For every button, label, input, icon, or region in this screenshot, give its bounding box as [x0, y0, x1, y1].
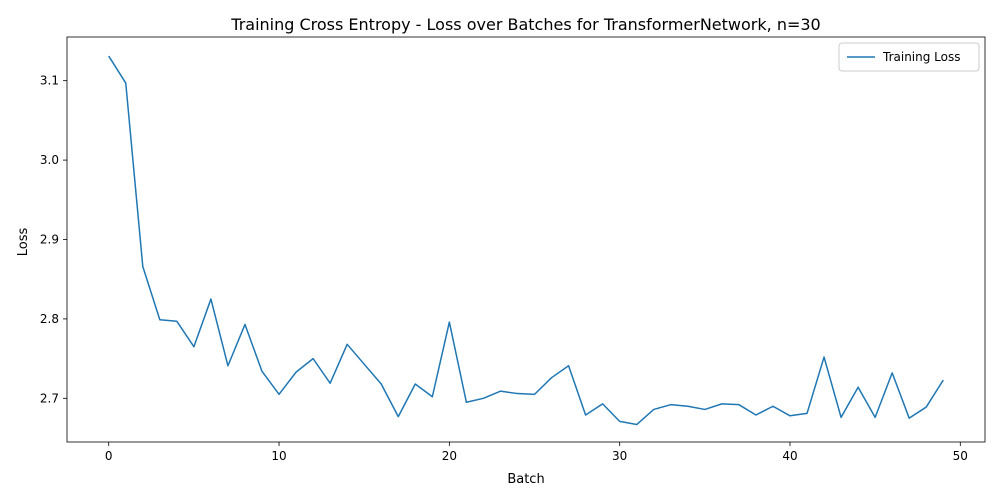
chart-title: Training Cross Entropy - Loss over Batch…	[230, 15, 820, 34]
series-layer	[108, 55, 944, 426]
legend-box	[838, 42, 980, 72]
y-tick-label: 3.0	[40, 153, 59, 167]
plot-frame	[66, 36, 986, 443]
x-tick-label: 0	[105, 449, 113, 463]
y-axis-title: Loss	[16, 228, 31, 257]
x-tick-label: 40	[782, 449, 797, 463]
y-tick-label: 2.8	[40, 312, 59, 326]
x-tick-label: 50	[953, 449, 968, 463]
x-tick-label: 20	[442, 449, 457, 463]
legend-label: Training Loss	[882, 50, 960, 64]
legend: Training Loss	[838, 42, 980, 72]
y-tick-label: 2.7	[40, 391, 59, 405]
y-tick-label: 2.9	[40, 233, 59, 247]
x-tick-label: 30	[612, 449, 627, 463]
training-loss-line	[108, 55, 944, 426]
y-tick-label: 3.1	[40, 74, 59, 88]
x-axis-title: Batch	[507, 472, 544, 487]
axes-layer: 0 10 20 30 40 50 2.7 2.8 2.9 3.0 3.1	[40, 36, 986, 463]
x-tick-label: 10	[271, 449, 286, 463]
